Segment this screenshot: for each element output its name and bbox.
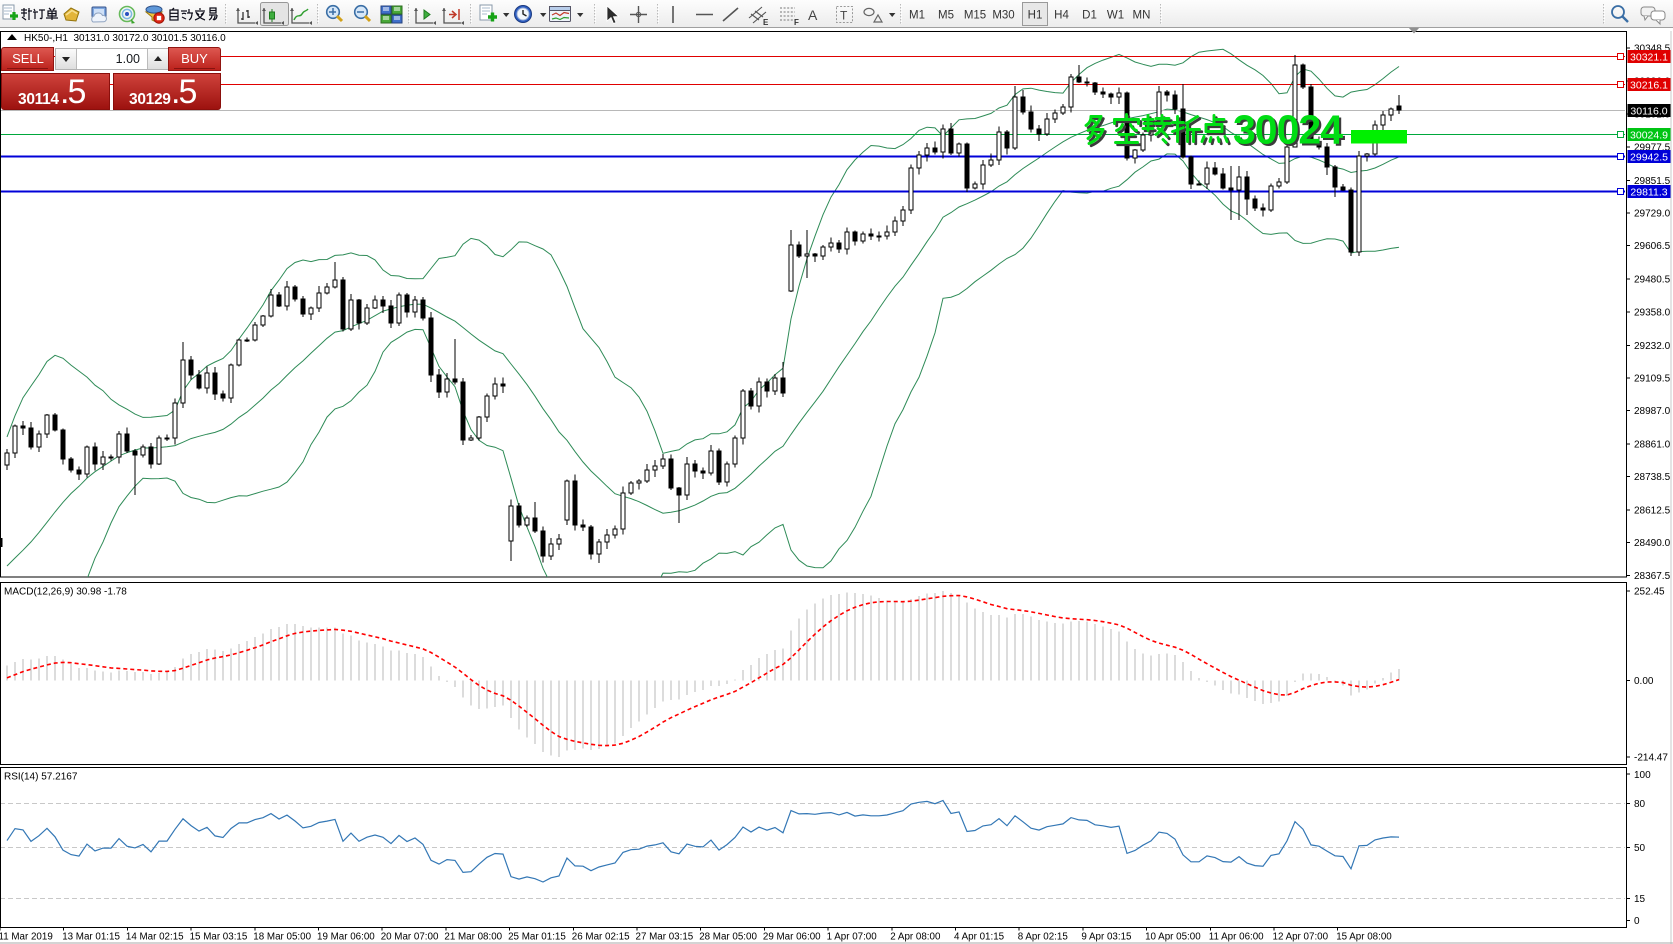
svg-text:18 Mar 05:00: 18 Mar 05:00: [253, 932, 311, 943]
svg-text:E: E: [763, 18, 769, 27]
svg-text:HK50-,H1 30131.0 30172.0 3010: HK50-,H1 30131.0 30172.0 30101.5 30116.0: [24, 33, 226, 44]
svg-text:20 Mar 07:00: 20 Mar 07:00: [381, 932, 439, 943]
svg-text:30024: 30024: [1233, 107, 1343, 153]
svg-text:A: A: [808, 7, 818, 23]
svg-text:D1: D1: [1082, 10, 1097, 22]
svg-text:29606.5: 29606.5: [1634, 241, 1671, 252]
svg-text:15 Mar 03:15: 15 Mar 03:15: [190, 932, 248, 943]
svg-text:29358.0: 29358.0: [1634, 307, 1671, 318]
svg-text:14 Mar 02:15: 14 Mar 02:15: [126, 932, 184, 943]
svg-text:1 Apr 07:00: 1 Apr 07:00: [827, 932, 878, 943]
svg-text:MACD(12,26,9) 30.98 -1.78: MACD(12,26,9) 30.98 -1.78: [4, 587, 127, 598]
svg-text:29109.5: 29109.5: [1634, 373, 1671, 384]
svg-text:29942.5: 29942.5: [1630, 152, 1668, 164]
svg-text:19 Mar 06:00: 19 Mar 06:00: [317, 932, 375, 943]
svg-text:21 Mar 08:00: 21 Mar 08:00: [444, 932, 502, 943]
svg-text:26 Mar 02:15: 26 Mar 02:15: [572, 932, 630, 943]
svg-text:M30: M30: [992, 10, 1014, 22]
svg-text:28738.5: 28738.5: [1634, 472, 1671, 483]
svg-text:13 Mar 01:15: 13 Mar 01:15: [62, 932, 120, 943]
svg-text:W1: W1: [1107, 10, 1124, 22]
svg-text:15 Apr 08:00: 15 Apr 08:00: [1336, 932, 1392, 943]
svg-text:80: 80: [1634, 799, 1646, 810]
svg-text:28861.0: 28861.0: [1634, 440, 1671, 451]
svg-text:8 Apr 02:15: 8 Apr 02:15: [1018, 932, 1069, 943]
svg-text:50: 50: [1634, 843, 1646, 854]
svg-text:28987.0: 28987.0: [1634, 406, 1671, 417]
svg-text:F: F: [794, 18, 799, 27]
svg-text:29729.0: 29729.0: [1634, 209, 1671, 220]
svg-text:30321.1: 30321.1: [1630, 52, 1668, 64]
svg-text:29851.5: 29851.5: [1634, 176, 1671, 187]
svg-text:4 Apr 01:15: 4 Apr 01:15: [954, 932, 1005, 943]
svg-text:11 Mar 2019: 11 Mar 2019: [0, 932, 53, 943]
svg-text:30024.9: 30024.9: [1630, 130, 1668, 142]
svg-text:T: T: [840, 9, 848, 23]
svg-text:27 Mar 03:15: 27 Mar 03:15: [636, 932, 694, 943]
svg-text:12 Apr 07:00: 12 Apr 07:00: [1273, 932, 1329, 943]
svg-text:100: 100: [1634, 770, 1651, 781]
svg-text:28612.5: 28612.5: [1634, 506, 1671, 517]
svg-text:28367.5: 28367.5: [1634, 571, 1671, 582]
svg-text:2 Apr 08:00: 2 Apr 08:00: [890, 932, 941, 943]
svg-text:11 Apr 06:00: 11 Apr 06:00: [1209, 932, 1264, 943]
svg-text:-214.47: -214.47: [1634, 753, 1668, 764]
svg-text:RSI(14) 57.2167: RSI(14) 57.2167: [4, 772, 78, 783]
svg-text:28 Mar 05:00: 28 Mar 05:00: [699, 932, 757, 943]
svg-text:29977.5: 29977.5: [1634, 142, 1671, 153]
svg-text:15: 15: [1634, 894, 1646, 905]
svg-text:H4: H4: [1054, 10, 1069, 22]
svg-text:28490.0: 28490.0: [1634, 538, 1671, 549]
svg-text:252.45: 252.45: [1634, 587, 1665, 598]
svg-text:25 Mar 01:15: 25 Mar 01:15: [508, 932, 566, 943]
svg-text:M1: M1: [909, 10, 925, 22]
svg-text:MN: MN: [1133, 10, 1151, 22]
svg-text:29811.3: 29811.3: [1630, 187, 1667, 199]
svg-text:0: 0: [1634, 916, 1640, 927]
svg-text:9 Apr 03:15: 9 Apr 03:15: [1081, 932, 1132, 943]
svg-text:29232.0: 29232.0: [1634, 341, 1671, 352]
svg-text:30216.1: 30216.1: [1630, 80, 1668, 92]
svg-text:29 Mar 06:00: 29 Mar 06:00: [763, 932, 821, 943]
svg-text:10 Apr 05:00: 10 Apr 05:00: [1145, 932, 1201, 943]
svg-text:30116.0: 30116.0: [1630, 106, 1667, 118]
svg-text:0.00: 0.00: [1634, 676, 1654, 687]
svg-text:29480.5: 29480.5: [1634, 275, 1671, 286]
svg-text:M15: M15: [964, 10, 986, 22]
svg-text:H1: H1: [1028, 10, 1043, 22]
svg-text:M5: M5: [938, 10, 954, 22]
svg-text:30348.5: 30348.5: [1634, 44, 1671, 55]
svg-text:30024: 30024: [1235, 109, 1345, 155]
